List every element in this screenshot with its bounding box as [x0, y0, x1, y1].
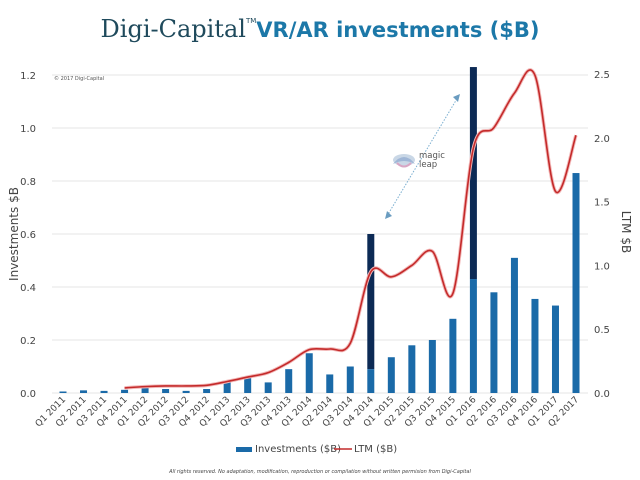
bar	[510, 257, 518, 393]
bar	[469, 279, 477, 393]
bar	[141, 387, 149, 393]
title-brand: Digi-Capital	[100, 15, 246, 43]
bar	[223, 382, 231, 393]
legend-swatch-investments	[236, 447, 252, 452]
footer-disclaimer: All rights reserved. No adaptation, modi…	[169, 469, 471, 475]
bar	[162, 389, 170, 393]
legend-label-ltm: LTM ($B)	[354, 444, 397, 455]
chart-title: Digi-CapitalTMVR/AR investments ($B)	[0, 14, 640, 43]
magic-leap-annotation: magic leap	[385, 94, 460, 219]
bar	[346, 366, 354, 393]
bar	[449, 318, 457, 393]
y-tick-label: 0.0	[20, 389, 36, 400]
y-tick-label: 0.2	[20, 336, 36, 347]
bar-highlight	[469, 67, 477, 280]
bar	[305, 353, 313, 393]
bar	[326, 374, 334, 393]
y2-tick-label: 2.0	[594, 134, 610, 145]
y2-tick-label: 0.5	[594, 325, 610, 336]
y-tick-label: 0.4	[20, 283, 36, 294]
legend-label-investments: Investments ($B)	[255, 444, 341, 455]
bar	[367, 369, 375, 393]
bar	[182, 390, 190, 393]
bar	[551, 305, 559, 393]
y-tick-label: 0.8	[20, 177, 36, 188]
title-text: VR/AR investments ($B)	[256, 18, 540, 42]
arrow-head-bottom-icon	[385, 211, 392, 219]
bars	[59, 67, 580, 393]
title-trademark: TM	[245, 17, 257, 25]
bar	[244, 377, 252, 393]
bar	[387, 357, 395, 393]
y2-axis-ticks: 0.0 0.5 1.0 1.5 2.0 2.5	[594, 70, 610, 400]
annotation-label-line2: leap	[419, 160, 437, 170]
y2-tick-label: 0.0	[594, 389, 610, 400]
ltm-line-group	[124, 68, 578, 390]
bar	[490, 292, 498, 393]
y2-tick-label: 1.0	[594, 261, 610, 272]
bar	[531, 298, 539, 393]
legend: Investments ($B) LTM ($B)	[236, 444, 397, 455]
gridlines	[52, 74, 588, 394]
magic-leap-logo-icon	[393, 154, 415, 168]
bar	[121, 389, 129, 393]
bar	[80, 390, 88, 393]
bar	[408, 345, 416, 393]
y-axis-ticks: 0.0 0.2 0.4 0.6 0.8 1.0 1.2	[20, 71, 36, 400]
bar	[428, 340, 436, 393]
y-tick-label: 1.2	[20, 71, 36, 82]
ltm-line	[124, 69, 577, 389]
annotation-label-line1: magic	[419, 151, 445, 161]
y-tick-label: 1.0	[20, 124, 36, 135]
bar-highlight	[367, 234, 375, 370]
y-tick-label: 0.6	[20, 230, 36, 241]
bar	[572, 173, 580, 393]
y2-axis-label: LTM $B	[619, 211, 633, 253]
bar	[203, 389, 211, 393]
y-axis-label: Investments $B	[7, 187, 21, 281]
arrow-head-top-icon	[453, 94, 460, 102]
y2-tick-label: 2.5	[594, 70, 610, 81]
y2-tick-label: 1.5	[594, 198, 610, 209]
bar	[285, 369, 293, 393]
bar	[100, 390, 108, 393]
annotation-arrow	[386, 96, 459, 217]
bar	[264, 382, 272, 393]
bar	[59, 391, 67, 393]
copyright-note: © 2017 Digi-Capital	[54, 75, 104, 82]
